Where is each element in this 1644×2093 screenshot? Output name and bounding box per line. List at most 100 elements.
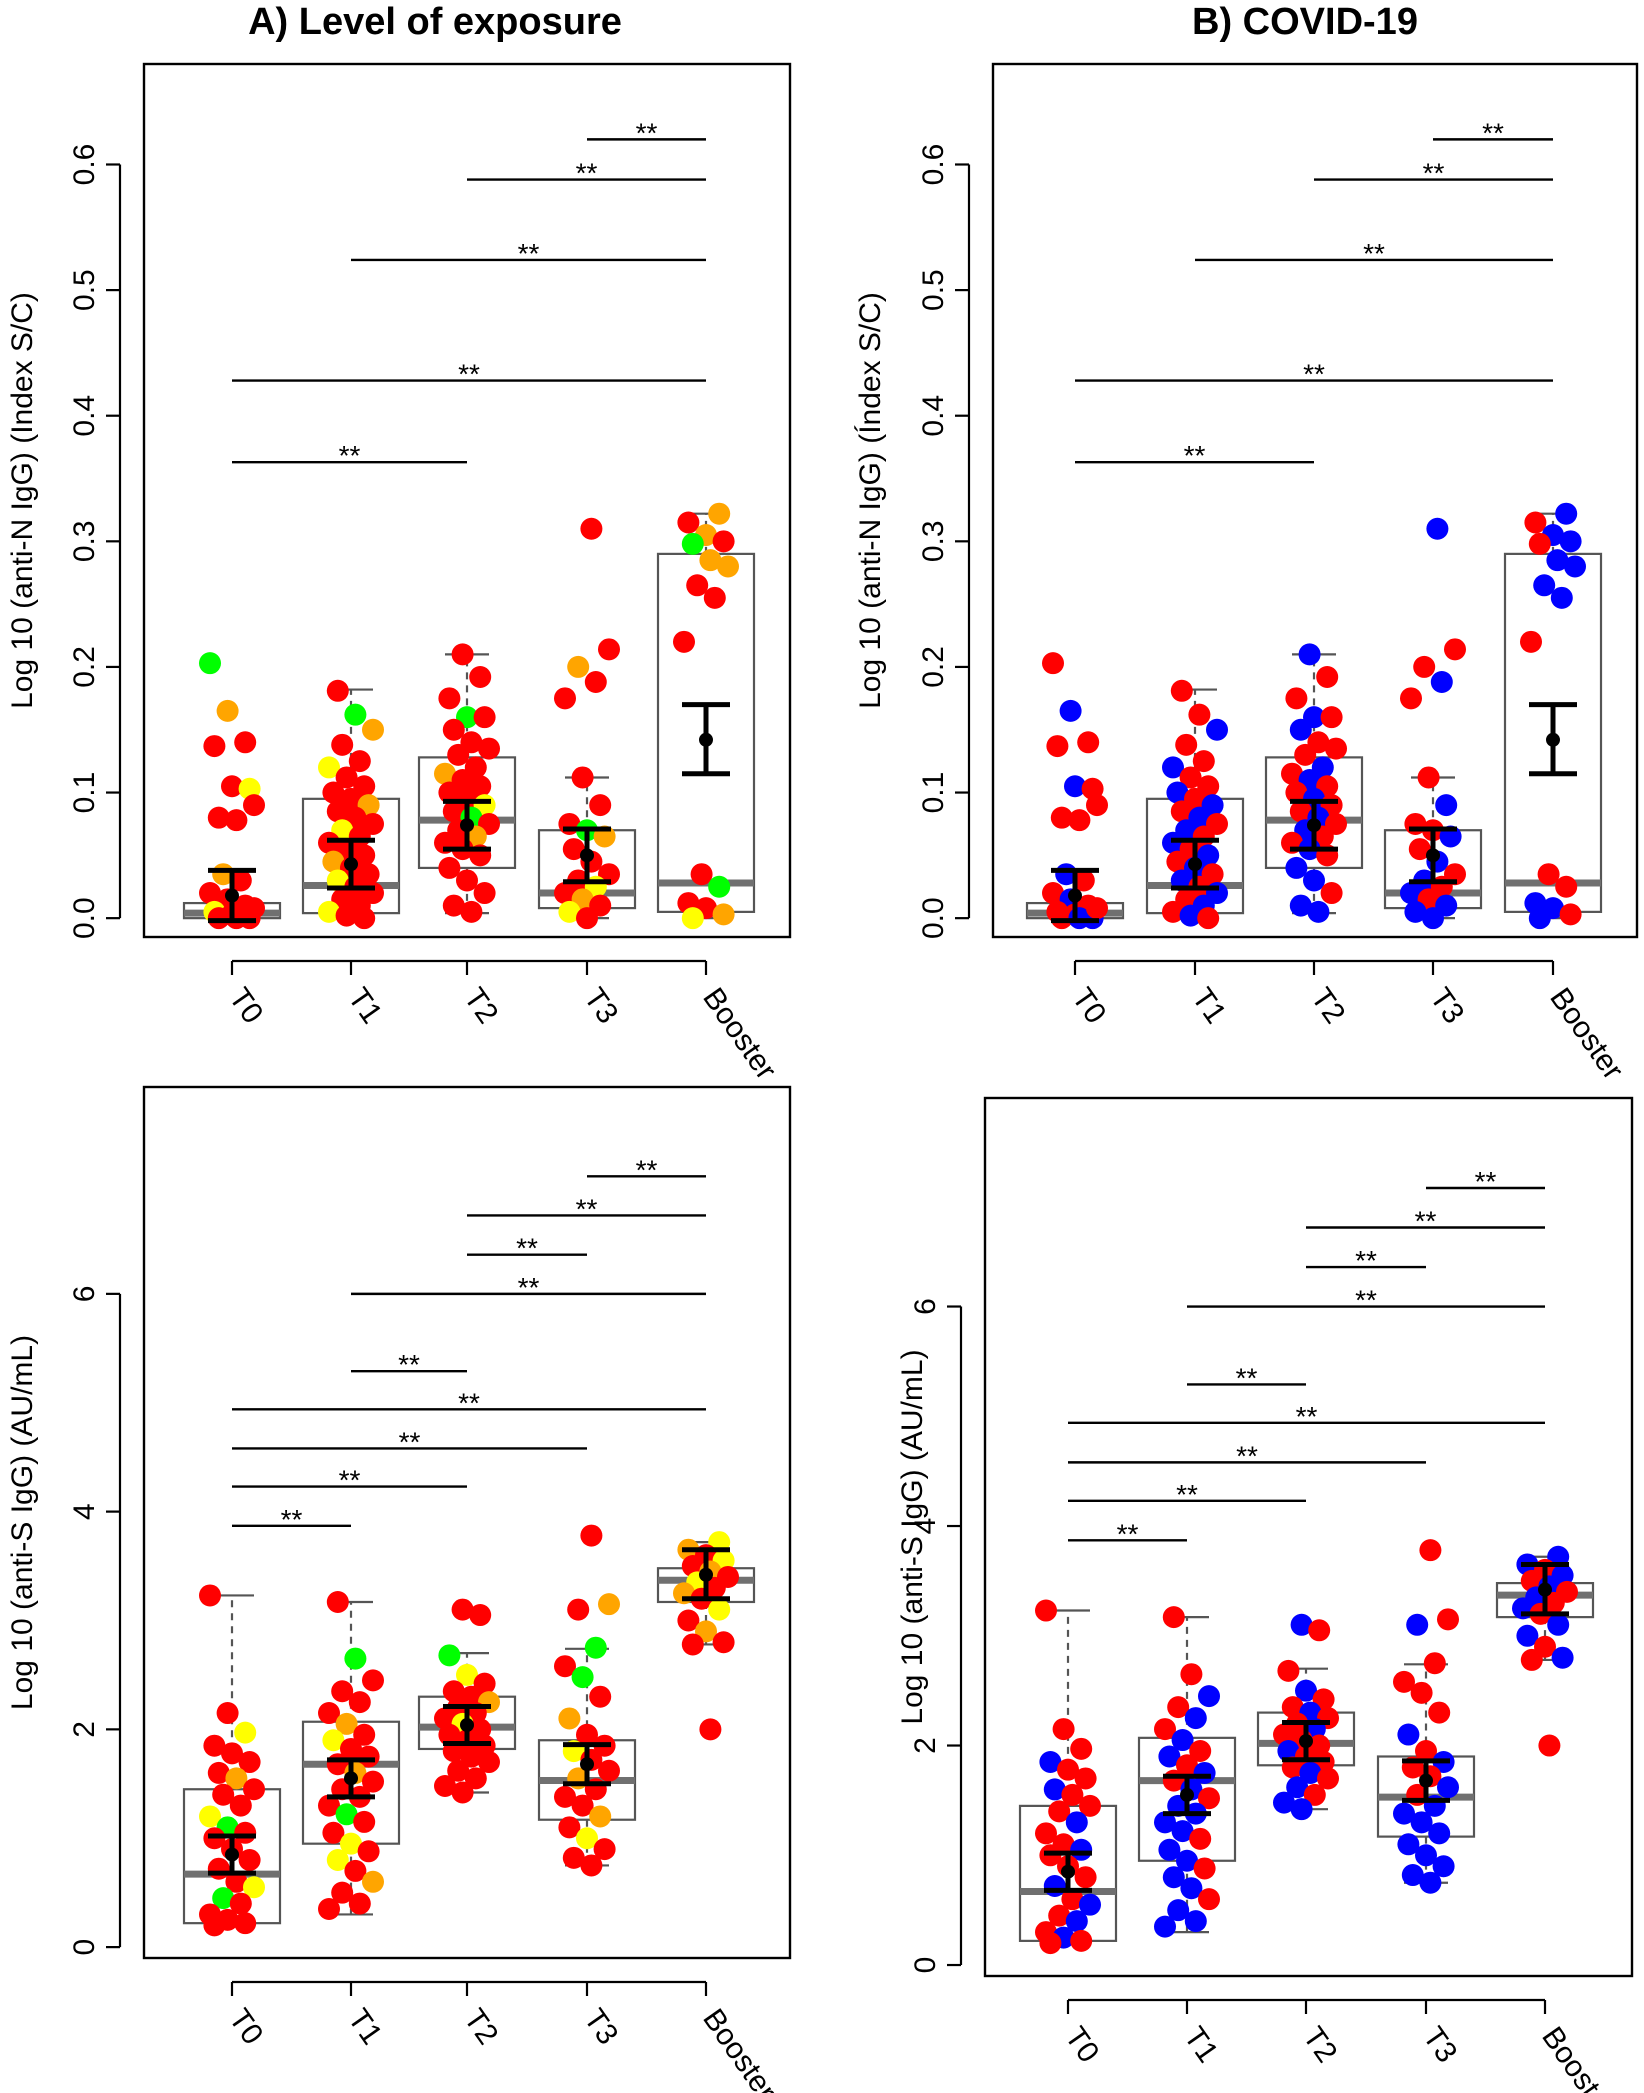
- significance-marker: **: [1314, 158, 1553, 189]
- mean-point: [460, 1718, 474, 1733]
- data-point: [473, 706, 496, 729]
- data-point: [1307, 900, 1330, 923]
- points-booster: [1512, 1545, 1578, 1757]
- data-point: [589, 1805, 612, 1828]
- data-point: [318, 831, 340, 854]
- data-point: [673, 630, 695, 653]
- data-point: [1432, 1855, 1455, 1878]
- data-point: [1162, 831, 1184, 854]
- data-point: [593, 1838, 616, 1861]
- y-tick-label: 0.3: [68, 520, 101, 562]
- data-point: [199, 652, 221, 675]
- significance-marker: **: [587, 117, 706, 148]
- data-point: [1059, 699, 1082, 722]
- data-point: [1437, 1776, 1459, 1799]
- data-point: [234, 1721, 257, 1744]
- data-point: [1179, 766, 1202, 789]
- data-point: [1538, 1734, 1561, 1757]
- significance-label: **: [1117, 1518, 1139, 1549]
- significance-label: **: [1415, 1206, 1437, 1237]
- data-point: [1197, 907, 1220, 930]
- data-point: [1289, 894, 1312, 917]
- data-point: [1072, 869, 1095, 892]
- data-point: [1520, 1569, 1543, 1592]
- data-point: [1206, 718, 1228, 741]
- data-point: [1070, 1737, 1093, 1760]
- mean-ci-t2: [1282, 1719, 1330, 1763]
- data-point: [1551, 1646, 1574, 1669]
- data-point: [1417, 766, 1440, 789]
- data-point: [1277, 1659, 1300, 1682]
- data-point: [362, 1770, 384, 1793]
- data-point: [1415, 1844, 1437, 1867]
- data-point: [1162, 900, 1184, 923]
- data-point: [335, 904, 358, 927]
- data-point: [1320, 706, 1343, 729]
- data-point: [580, 1854, 603, 1877]
- significance-marker: **: [1433, 117, 1553, 148]
- data-point: [1419, 1539, 1442, 1562]
- data-point: [589, 794, 612, 817]
- data-point: [478, 737, 500, 760]
- data-point: [1198, 1888, 1220, 1911]
- data-point: [216, 699, 239, 722]
- data-point: [1295, 1679, 1317, 1702]
- data-point: [712, 530, 735, 553]
- data-point: [322, 850, 345, 873]
- data-point: [677, 1609, 700, 1632]
- data-point: [598, 1593, 620, 1616]
- data-point: [447, 743, 470, 766]
- data-point: [225, 1870, 248, 1893]
- data-point: [1533, 574, 1556, 597]
- mean-ci-t2: [1290, 798, 1338, 852]
- data-point: [1546, 549, 1569, 572]
- significance-marker: **: [351, 1272, 706, 1303]
- data-point: [442, 894, 465, 917]
- data-point: [681, 532, 704, 555]
- data-point: [469, 665, 492, 688]
- mean-point: [580, 848, 594, 863]
- y-tick-label: 0.5: [68, 269, 101, 311]
- data-point: [703, 586, 726, 609]
- data-point: [1048, 1904, 1071, 1927]
- significance-label: **: [1184, 440, 1206, 471]
- y-tick-label: 0.0: [917, 897, 950, 939]
- points-t1: [318, 679, 384, 930]
- mean-ci-t1: [327, 1757, 375, 1800]
- panel-a-title: A) Level of exposure: [248, 1, 622, 43]
- data-point: [580, 1524, 603, 1547]
- x-tick-label: T0: [1065, 982, 1112, 1030]
- data-point: [1167, 1696, 1190, 1719]
- mean-ci-t3: [563, 1742, 611, 1787]
- significance-marker: **: [232, 1426, 587, 1457]
- data-point: [221, 775, 243, 798]
- data-point: [322, 1821, 345, 1844]
- x-tick-label: T2: [1296, 2021, 1343, 2069]
- significance-marker: **: [1306, 1245, 1426, 1276]
- data-point: [1193, 1857, 1216, 1880]
- y-axis-label: Log 10 (anti-N IgG) (Índex S/C): [854, 292, 887, 709]
- data-point: [1184, 1707, 1207, 1730]
- mean-point: [1546, 732, 1560, 747]
- data-point: [554, 882, 576, 905]
- data-point: [442, 718, 465, 741]
- data-point: [238, 1849, 261, 1872]
- data-point: [1303, 1783, 1326, 1806]
- points-t2: [434, 1598, 500, 1804]
- y-tick-label: 0.5: [917, 269, 950, 311]
- y-tick-label: 4: [68, 1503, 101, 1520]
- significance-label: **: [1475, 1166, 1497, 1197]
- data-point: [576, 907, 598, 930]
- x-tick-label: T2: [1304, 982, 1351, 1030]
- data-point: [584, 1636, 607, 1659]
- data-point: [456, 1663, 478, 1686]
- significance-marker: **: [1075, 440, 1314, 471]
- data-point: [571, 1666, 594, 1689]
- data-point: [1281, 1696, 1304, 1719]
- data-point: [562, 1846, 585, 1869]
- data-point: [1285, 687, 1308, 710]
- data-point: [1298, 643, 1321, 666]
- significance-label: **: [1236, 1362, 1258, 1393]
- significance-label: **: [1303, 359, 1325, 390]
